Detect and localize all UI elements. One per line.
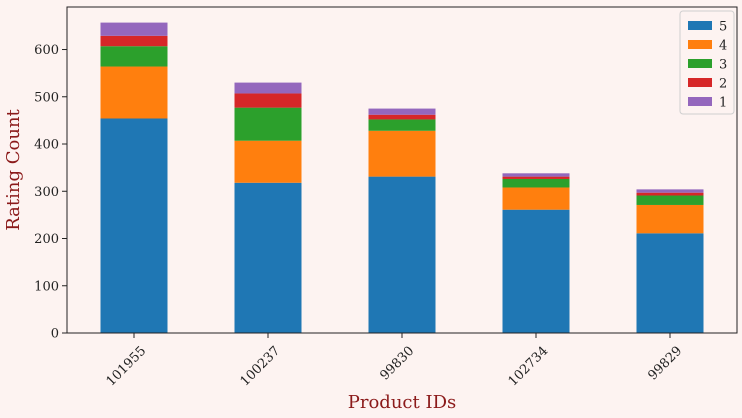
x-tick-label: 101955 — [104, 344, 150, 390]
bar-99829-rating-5 — [636, 233, 704, 333]
bar-99829-rating-4 — [636, 204, 704, 234]
bar-99829-rating-2 — [636, 192, 704, 196]
bar-99830-rating-2 — [368, 114, 436, 120]
y-axis-title: Rating Count — [3, 108, 24, 230]
bar-99829-rating-1 — [636, 189, 704, 193]
y-tick-label: 200 — [34, 232, 59, 247]
y-axis: 0 100 200 300 400 500 600 — [34, 43, 67, 342]
legend-swatch-5 — [688, 21, 712, 30]
bar-101955-rating-2 — [100, 35, 168, 47]
y-tick-label: 300 — [34, 185, 59, 200]
y-tick-label: 100 — [34, 279, 59, 294]
bar-101955-rating-4 — [100, 66, 168, 119]
legend: 5 4 3 2 1 — [679, 10, 735, 115]
bar-99830-rating-5 — [368, 176, 436, 333]
bar-99830-rating-1 — [368, 108, 436, 115]
x-axis-title: Product IDs — [348, 392, 456, 413]
x-axis: 101955 100237 99830 102734 99829 — [104, 333, 685, 390]
bar-102734-rating-1 — [502, 173, 570, 177]
bar-102734-rating-3 — [502, 178, 570, 188]
y-tick-label: 600 — [34, 43, 59, 58]
legend-label-5: 5 — [719, 20, 727, 35]
x-tick-label: 102734 — [506, 344, 552, 390]
x-tick-label: 100237 — [238, 344, 284, 390]
legend-label-4: 4 — [719, 39, 727, 54]
y-tick-label: 0 — [51, 327, 59, 342]
bar-101955-rating-3 — [100, 46, 168, 67]
bar-102734-rating-4 — [502, 187, 570, 210]
legend-swatch-1 — [688, 97, 712, 106]
bar-100237-rating-3 — [234, 107, 302, 141]
legend-label-3: 3 — [719, 58, 727, 73]
legend-swatch-3 — [688, 59, 712, 68]
bar-99829-rating-3 — [636, 195, 704, 205]
bar-100237-rating-5 — [234, 182, 302, 333]
bar-99830-rating-3 — [368, 119, 436, 131]
legend-label-2: 2 — [719, 77, 727, 92]
bar-100237-rating-2 — [234, 93, 302, 108]
bar-100237-rating-1 — [234, 82, 302, 94]
bar-102734-rating-2 — [502, 176, 570, 179]
bar-101955-rating-5 — [100, 118, 168, 333]
y-tick-label: 500 — [34, 90, 59, 105]
x-tick-label: 99829 — [645, 344, 685, 384]
legend-swatch-2 — [688, 78, 712, 87]
legend-label-1: 1 — [719, 96, 727, 111]
legend-swatch-4 — [688, 40, 712, 49]
y-tick-label: 400 — [34, 138, 59, 153]
x-tick-label: 99830 — [377, 344, 417, 384]
bars-layer — [100, 22, 704, 333]
bar-102734-rating-5 — [502, 209, 570, 333]
plot-frame — [66, 6, 738, 334]
bar-99830-rating-4 — [368, 130, 436, 177]
bar-100237-rating-4 — [234, 140, 302, 183]
bar-101955-rating-1 — [100, 22, 168, 36]
